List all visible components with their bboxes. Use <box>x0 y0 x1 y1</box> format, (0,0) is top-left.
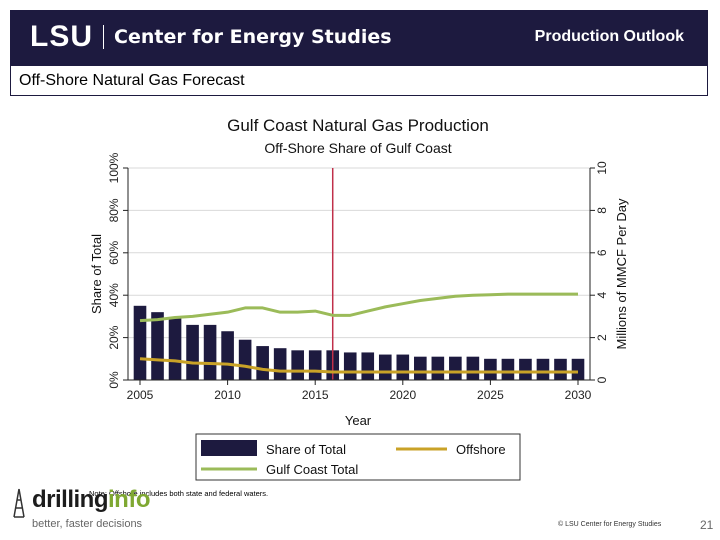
y-right-tick-label: 4 <box>595 292 609 299</box>
x-tick-label: 2030 <box>565 388 592 402</box>
share-bar <box>571 358 585 380</box>
share-bar <box>273 348 287 380</box>
brand-part1: drilling <box>32 486 109 513</box>
brand-part2: info <box>108 486 150 513</box>
share-bar <box>519 358 532 380</box>
share-bar <box>133 305 147 380</box>
brand-tagline: better, faster decisions <box>32 518 143 530</box>
logo-separator <box>103 25 104 49</box>
y-left-tick-label: 20% <box>107 325 121 349</box>
legend-label-share: Share of Total <box>266 442 346 457</box>
y-right-tick-label: 8 <box>595 207 609 214</box>
page-number: 21 <box>700 518 714 532</box>
share-bar <box>484 358 497 380</box>
share-bar <box>466 356 480 380</box>
share-bar <box>221 331 234 380</box>
x-tick-label: 2020 <box>389 388 416 402</box>
legend-label-gulf: Gulf Coast Total <box>266 462 358 477</box>
offshore-line <box>139 357 578 374</box>
share-bar <box>203 324 217 380</box>
legend-swatch-share <box>201 440 257 456</box>
derrick-icon <box>13 488 25 518</box>
share-bar <box>168 318 182 380</box>
share-bar <box>414 356 427 380</box>
share-bar <box>449 356 462 380</box>
footer-credit: © LSU Center for Energy Studies <box>558 521 662 528</box>
chart-note: Note: Offshore includes both state and f… <box>89 489 269 498</box>
share-bar <box>431 356 445 380</box>
y-left-axis-label: Share of Total <box>89 234 104 314</box>
share-bar <box>361 352 375 380</box>
gulf-coast-total-line <box>139 292 578 323</box>
subtitle-bar: Off-Shore Natural Gas Forecast <box>10 65 708 96</box>
y-right-tick-label: 6 <box>595 249 609 256</box>
share-bar <box>186 324 199 380</box>
logo-name: Center for Energy Studies <box>114 26 392 48</box>
y-left-tick-label: 40% <box>107 283 121 307</box>
share-bar <box>256 346 269 380</box>
chart-subtitle: Off-Shore Share of Gulf Coast <box>264 140 451 156</box>
share-bar <box>343 352 357 380</box>
brand-name: drillinginfo <box>32 486 150 514</box>
y-left-tick-label: 100% <box>107 152 121 183</box>
logo-mark: LSU <box>30 20 93 53</box>
legend: Share of Total Offshore Gulf Coast Total <box>195 433 521 481</box>
y-right-tick-label: 2 <box>595 334 609 341</box>
share-bar <box>501 358 515 380</box>
axes: 0% 20% 40% 60% 80% 100% 0 2 4 6 8 10 2005 2010 2015 202… <box>107 152 609 402</box>
x-tick-label: 2025 <box>477 388 504 402</box>
share-bar <box>536 358 550 380</box>
y-right-tick-label: 10 <box>595 161 609 175</box>
lsu-logo: LSU Center for Energy Studies <box>30 20 392 54</box>
y-left-tick-label: 0% <box>107 371 121 389</box>
x-tick-label: 2015 <box>302 388 329 402</box>
drillinginfo-logo: drillinginfo better, faster decisions <box>12 486 162 534</box>
x-axis-label: Year <box>345 413 372 428</box>
y-right-axis-label: Millions of MMCF Per Day <box>614 198 629 349</box>
x-tick-label: 2005 <box>127 388 154 402</box>
y-left-tick-label: 80% <box>107 198 121 222</box>
share-bar <box>238 339 252 380</box>
legend-label-offshore: Offshore <box>456 442 506 457</box>
share-bar <box>308 350 322 380</box>
share-bar <box>378 354 392 380</box>
share-bar <box>396 354 410 380</box>
share-bar <box>554 358 567 380</box>
section-title: Production Outlook <box>534 28 684 45</box>
header-bar: LSU Center for Energy Studies Production… <box>10 10 708 65</box>
y-left-tick-label: 60% <box>107 240 121 264</box>
series-lines <box>139 292 578 374</box>
share-bar <box>151 312 164 380</box>
x-tick-label: 2010 <box>214 388 241 402</box>
chart-title: Gulf Coast Natural Gas Production <box>227 116 489 135</box>
slide-subtitle: Off-Shore Natural Gas Forecast <box>19 72 245 89</box>
share-bars <box>133 305 585 380</box>
y-right-tick-label: 0 <box>595 376 609 383</box>
share-bar <box>291 350 304 380</box>
